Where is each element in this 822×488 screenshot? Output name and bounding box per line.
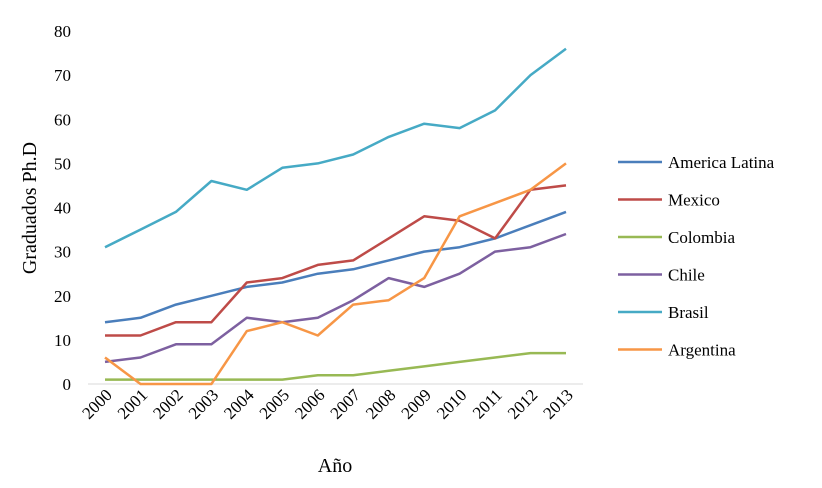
series-line-america-latina <box>104 210 567 324</box>
x-tick-label: 2009 <box>398 385 435 422</box>
legend-item: America Latina <box>618 153 775 172</box>
x-tick-label: 2011 <box>469 385 506 422</box>
legend-label: America Latina <box>668 153 775 172</box>
x-tick-label: 2002 <box>149 385 186 422</box>
legend-label: Colombia <box>668 228 736 247</box>
series-line-colombia <box>105 351 566 381</box>
y-tick-label: 60 <box>54 110 71 129</box>
y-tick-label: 40 <box>54 199 71 218</box>
legend-item: Brasil <box>618 303 709 322</box>
x-tick-label: 2004 <box>220 385 258 423</box>
y-axis-title: Graduados Ph.D <box>19 142 41 274</box>
series-line-chile <box>104 232 567 364</box>
x-tick-label: 2006 <box>291 385 328 422</box>
legend-item: Colombia <box>618 228 736 247</box>
legend-label: Mexico <box>668 191 720 210</box>
legend: America Latina Mexico Colombia Chile Brasil A… <box>618 153 775 360</box>
x-axis-title: Año <box>318 455 352 477</box>
x-tick-label: 2003 <box>185 385 222 422</box>
series-line-mexico <box>105 184 567 337</box>
y-tick-label: 20 <box>54 287 71 306</box>
y-tick-label: 30 <box>54 243 71 262</box>
y-tick-label: 70 <box>54 66 71 85</box>
x-tick-label: 2008 <box>362 385 399 422</box>
x-tick-label: 2012 <box>504 385 541 422</box>
y-tick-label: 0 <box>63 375 72 394</box>
legend-label: Chile <box>668 266 705 285</box>
legend-item: Mexico <box>618 191 720 210</box>
x-tick-label: 2000 <box>78 385 115 422</box>
legend-label: Brasil <box>668 303 709 322</box>
y-tick-label: 10 <box>54 331 71 350</box>
x-axis-ticks: 2000200120022003200420052006200720082009… <box>78 385 576 423</box>
y-axis-ticks: 0 10 20 30 40 50 60 70 80 <box>54 22 71 394</box>
x-tick-label: 2001 <box>114 385 151 422</box>
legend-item: Argentina <box>618 341 736 360</box>
x-tick-label: 2013 <box>539 385 576 422</box>
y-tick-label: 80 <box>54 22 71 41</box>
legend-item: Chile <box>618 266 705 285</box>
x-tick-label: 2010 <box>433 385 470 422</box>
series-lines <box>104 47 567 386</box>
x-tick-label: 2007 <box>327 385 365 423</box>
series-line-argentina <box>104 162 567 386</box>
y-tick-label: 50 <box>54 154 71 173</box>
series-line-brasil <box>104 47 567 249</box>
legend-label: Argentina <box>668 341 736 360</box>
x-tick-label: 2005 <box>256 385 293 422</box>
